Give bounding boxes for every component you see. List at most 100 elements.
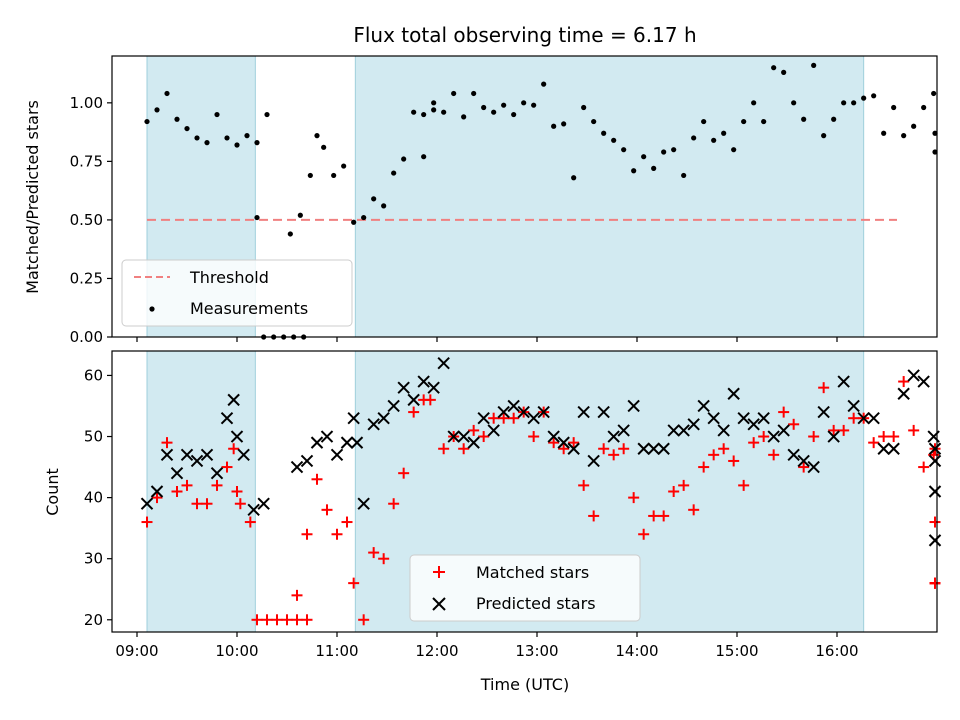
predicted-star-marker [387, 399, 400, 413]
y-tick-label: 60 [84, 366, 103, 384]
predicted-star-marker [687, 418, 700, 431]
matched-star-marker [758, 431, 770, 443]
top-y-axis-label: Matched/Predicted stars [23, 100, 42, 294]
matched-star-marker [331, 528, 343, 540]
predicted-star-marker [928, 454, 942, 468]
predicted-star-marker [607, 430, 620, 443]
matched-star-marker [468, 424, 480, 436]
measurement-point [841, 100, 847, 106]
matched-star-marker [221, 461, 233, 473]
predicted-star-marker [320, 430, 334, 443]
predicted-star-marker [617, 424, 630, 437]
predicted-star-marker [557, 436, 570, 449]
measurement-point [661, 149, 667, 155]
measurement-point [691, 135, 697, 141]
predicted-star-marker [547, 430, 560, 443]
matched-star-marker [878, 431, 890, 443]
measurement-point [531, 102, 537, 108]
y-tick-label: 0.25 [70, 269, 103, 287]
predicted-star-marker [407, 393, 420, 407]
y-tick-label: 20 [84, 611, 103, 629]
measurement-point [164, 90, 170, 97]
matched-star-marker [261, 614, 273, 626]
measurement-point [351, 219, 357, 225]
predicted-star-marker [807, 460, 820, 474]
predicted-star-marker [907, 369, 920, 382]
measurement-point [491, 109, 497, 115]
matched-star-marker [908, 424, 920, 436]
measurement-point [701, 118, 707, 125]
x-tick-label: 14:00 [615, 642, 658, 660]
matched-star-marker [321, 504, 333, 516]
measurement-point [561, 121, 567, 127]
predicted-star-marker [397, 381, 410, 394]
matched-star-marker [578, 479, 590, 491]
predicted-star-marker [727, 387, 740, 400]
x-tick-label: 15:00 [715, 642, 758, 660]
measurement-point [571, 175, 577, 181]
measurement-point [391, 170, 397, 176]
predicted-star-marker [160, 448, 174, 462]
matched-star-marker [748, 437, 760, 449]
predicted-star-marker [347, 411, 360, 425]
matched-star-marker [498, 412, 510, 424]
predicted-star-marker [227, 393, 240, 407]
predicted-star-marker [747, 418, 760, 431]
predicted-star-markers [140, 357, 942, 547]
predicted-star-marker [340, 436, 354, 449]
predicted-star-marker [350, 436, 364, 449]
predicted-star-marker [877, 442, 890, 455]
measurement-point [411, 109, 417, 115]
predicted-star-marker [220, 411, 234, 425]
legend-predicted-label: Predicted stars [476, 594, 596, 613]
measurement-point [921, 104, 927, 111]
measurement-point [174, 116, 180, 122]
matched-star-marker [151, 492, 163, 504]
matched-star-marker [478, 431, 490, 443]
matched-star-marker [588, 510, 600, 522]
measurement-point [297, 212, 303, 218]
measurement-point [371, 196, 377, 202]
measurement-point [194, 135, 200, 141]
measurement-point [144, 118, 150, 125]
matched-star-marker [838, 424, 850, 436]
predicted-star-marker [777, 424, 790, 437]
predicted-star-marker [330, 448, 344, 462]
measurement-point [761, 118, 767, 125]
measurement-point [431, 107, 437, 113]
predicted-star-marker [928, 442, 942, 455]
measurement-point [931, 90, 937, 97]
measurement-point [321, 144, 327, 150]
matched-star-marker [558, 443, 570, 455]
measurement-point [421, 154, 427, 160]
predicted-star-marker [697, 399, 710, 413]
y-tick-label: 50 [84, 428, 103, 446]
predicted-star-marker [170, 466, 184, 480]
y-tick-label: 1.00 [70, 94, 103, 112]
measurement-point [214, 111, 220, 118]
measurement-point [501, 102, 507, 108]
measurement-point [154, 107, 160, 113]
predicted-star-marker [357, 497, 370, 510]
measurement-point [234, 142, 240, 148]
matched-star-marker [161, 437, 173, 449]
matched-star-marker [898, 376, 910, 388]
predicted-star-marker [497, 405, 510, 419]
matched-star-marker [244, 516, 256, 528]
measurement-point [254, 214, 260, 221]
predicted-star-marker [597, 405, 610, 419]
matched-star-marker [458, 443, 470, 455]
measurement-point [811, 62, 817, 68]
matched-star-marker [778, 406, 790, 418]
matched-star-marker [638, 528, 650, 540]
predicted-star-marker [310, 436, 324, 449]
predicted-star-marker [647, 442, 660, 455]
matched-star-marker [341, 516, 353, 528]
measurement-point [871, 93, 877, 99]
measurement-point [421, 111, 427, 118]
matched-star-marker [768, 449, 780, 461]
matched-star-marker [508, 412, 520, 424]
measurement-point [801, 116, 807, 122]
matched-star-marker [648, 510, 660, 522]
legend-measurements-label: Measurements [190, 299, 308, 318]
